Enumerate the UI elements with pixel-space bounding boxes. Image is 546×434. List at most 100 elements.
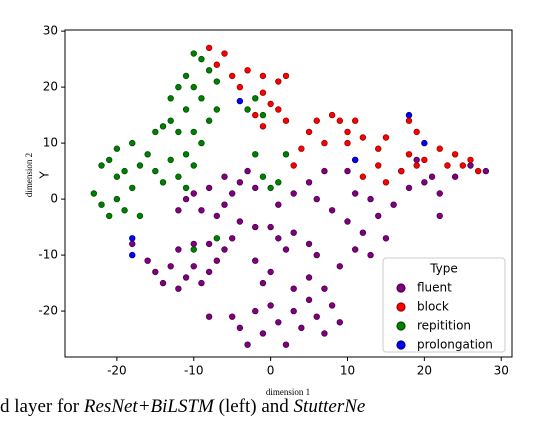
data-point bbox=[159, 279, 167, 287]
data-point bbox=[367, 251, 374, 259]
data-point bbox=[182, 106, 190, 113]
data-point bbox=[236, 324, 244, 332]
data-point bbox=[129, 184, 136, 192]
data-point bbox=[382, 179, 390, 186]
data-point bbox=[382, 134, 390, 141]
data-point bbox=[405, 184, 413, 192]
data-point bbox=[344, 167, 351, 175]
data-point bbox=[359, 229, 367, 236]
caption-part: (left) and bbox=[213, 396, 294, 417]
data-point bbox=[328, 207, 336, 214]
data-point bbox=[205, 67, 213, 74]
data-point bbox=[259, 330, 267, 337]
data-point bbox=[228, 190, 236, 197]
data-point bbox=[205, 313, 213, 320]
data-point bbox=[190, 246, 197, 253]
data-point bbox=[236, 83, 244, 91]
data-point bbox=[275, 106, 282, 113]
caption-part: d layer for bbox=[0, 396, 84, 417]
legend-marker bbox=[396, 340, 406, 350]
data-point bbox=[129, 139, 136, 147]
data-point bbox=[275, 78, 282, 85]
y-tick-label: 10 bbox=[43, 136, 58, 150]
legend-label: prolongation bbox=[417, 338, 493, 352]
data-point bbox=[382, 235, 390, 242]
data-point bbox=[221, 173, 228, 180]
data-point bbox=[444, 162, 451, 169]
data-point bbox=[313, 195, 320, 203]
y-tick-label: 0 bbox=[50, 192, 58, 206]
data-point bbox=[359, 173, 367, 180]
data-point bbox=[290, 162, 297, 169]
data-point bbox=[213, 212, 221, 220]
chart: Y dimension 2 dimension 1 -20 -10 0 10 20 30 -… bbox=[24, 24, 513, 396]
data-point bbox=[228, 235, 236, 242]
data-point bbox=[344, 139, 351, 147]
data-point bbox=[298, 145, 305, 152]
data-point bbox=[313, 313, 320, 320]
data-point bbox=[351, 246, 359, 253]
data-point bbox=[436, 212, 443, 220]
data-point bbox=[375, 212, 382, 220]
data-point bbox=[405, 151, 413, 158]
data-point bbox=[205, 240, 213, 248]
data-point bbox=[313, 117, 320, 124]
data-point bbox=[259, 173, 267, 180]
data-point bbox=[236, 218, 244, 225]
data-point bbox=[213, 106, 221, 113]
plot-frame bbox=[64, 29, 513, 358]
data-point bbox=[305, 128, 313, 136]
x-tick-label: -20 bbox=[107, 364, 127, 378]
legend-label: block bbox=[417, 300, 449, 314]
data-point bbox=[375, 145, 382, 152]
data-point bbox=[267, 184, 274, 192]
data-point bbox=[259, 279, 267, 287]
data-point bbox=[367, 195, 374, 203]
data-point bbox=[344, 218, 351, 225]
data-point bbox=[282, 341, 290, 348]
data-point bbox=[182, 274, 190, 281]
data-point bbox=[182, 72, 190, 80]
data-point bbox=[228, 72, 236, 80]
data-point bbox=[144, 257, 151, 264]
data-point bbox=[136, 212, 144, 220]
data-point bbox=[113, 145, 121, 152]
data-point bbox=[106, 156, 113, 164]
x-axis-label: dimension 1 bbox=[266, 387, 310, 396]
x-tick-label: 30 bbox=[494, 364, 509, 378]
data-point bbox=[282, 117, 290, 124]
y-axis-label: Y bbox=[38, 171, 52, 180]
x-tick-label: -10 bbox=[184, 364, 204, 378]
data-point bbox=[328, 302, 336, 309]
data-point bbox=[213, 257, 221, 264]
data-point bbox=[405, 117, 413, 124]
data-point bbox=[152, 128, 159, 136]
data-point bbox=[198, 55, 205, 63]
legend-marker bbox=[396, 302, 406, 312]
data-point bbox=[267, 223, 274, 231]
y-axis-label-secondary: dimension 2 bbox=[24, 153, 34, 197]
data-point bbox=[244, 106, 251, 113]
data-point bbox=[182, 195, 190, 203]
data-point bbox=[252, 257, 259, 264]
data-point bbox=[228, 313, 236, 320]
data-point bbox=[244, 341, 251, 348]
data-point bbox=[175, 207, 182, 214]
data-point bbox=[336, 117, 344, 124]
data-point bbox=[198, 139, 205, 147]
data-point bbox=[451, 151, 459, 158]
data-point bbox=[236, 179, 244, 186]
data-point bbox=[252, 151, 259, 158]
data-point bbox=[113, 195, 121, 203]
data-point bbox=[305, 274, 313, 281]
data-point bbox=[290, 190, 297, 197]
data-point bbox=[244, 67, 251, 74]
data-point bbox=[321, 139, 328, 147]
legend-marker bbox=[396, 321, 406, 331]
data-point bbox=[236, 97, 244, 105]
data-point bbox=[221, 201, 228, 208]
data-point bbox=[336, 319, 344, 326]
data-point bbox=[205, 117, 213, 124]
data-point bbox=[221, 50, 228, 57]
